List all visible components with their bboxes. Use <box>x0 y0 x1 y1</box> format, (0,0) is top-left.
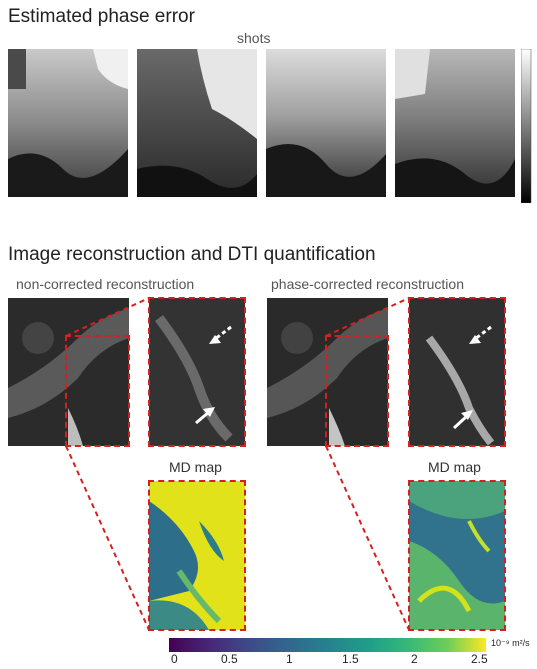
phase-error-shot-1 <box>8 49 128 197</box>
dashed-arrow-icon-right <box>474 325 492 341</box>
colorbar-tick-1: 1 <box>286 652 293 666</box>
label-non-corrected: non-corrected reconstruction <box>16 276 195 292</box>
colorbar-tick-2: 2 <box>411 652 418 666</box>
phase-corrected-zoom-image <box>408 297 506 447</box>
md-map-label-left: MD map <box>169 459 222 475</box>
colorbar-tick-1.5: 1.5 <box>342 652 359 666</box>
non-corrected-zoom-image <box>148 297 246 447</box>
md-map-non-corrected <box>148 480 246 631</box>
md-colorbar <box>169 638 486 652</box>
phase-error-shot-2 <box>137 49 257 197</box>
section-title-phase-error: Estimated phase error <box>8 6 195 27</box>
colorbar-unit: 10⁻⁹ m²/s <box>491 638 530 648</box>
phase-error-shot-4 <box>395 49 515 197</box>
arrow-icon <box>203 407 215 417</box>
phase-corrected-full-image <box>267 298 388 446</box>
colorbar-tick-2.5: 2.5 <box>471 652 488 666</box>
label-phase-corrected: phase-corrected reconstruction <box>271 276 464 292</box>
phase-error-shot-3 <box>266 49 386 197</box>
md-map-phase-corrected <box>408 480 506 631</box>
colorbar-tick-0.5: 0.5 <box>221 652 238 666</box>
md-map-label-right: MD map <box>428 459 481 475</box>
phase-colorbar <box>521 49 533 203</box>
arrow-icon-right <box>461 410 473 420</box>
shots-label: shots <box>237 30 271 46</box>
section-title-recon: Image reconstruction and DTI quantificat… <box>8 244 376 265</box>
non-corrected-full-image <box>8 298 129 446</box>
dashed-arrow-icon <box>214 325 232 341</box>
colorbar-tick-0: 0 <box>171 652 178 666</box>
